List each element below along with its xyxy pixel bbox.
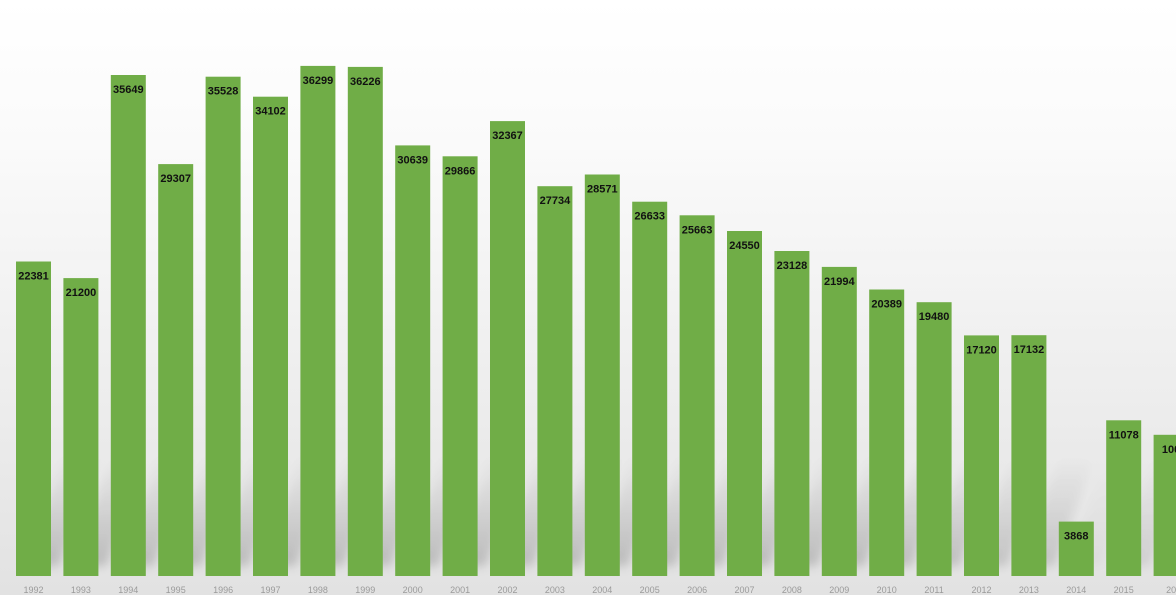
x-tick-label-2013: 2013: [1019, 585, 1039, 595]
bar-1999: [347, 66, 383, 577]
value-label-1992: 22381: [18, 271, 49, 283]
bar-1993: [63, 278, 99, 576]
bar-2008: [774, 251, 810, 576]
x-tick-label-2009: 2009: [829, 585, 849, 595]
value-label-2015: 11078: [1109, 429, 1139, 441]
value-label-2009: 21994: [824, 276, 855, 288]
value-label-2007: 24550: [729, 240, 760, 252]
bar-2003: [537, 186, 573, 576]
value-label-2014: 3868: [1064, 531, 1088, 543]
bar-1994: [110, 75, 146, 576]
bar-2005: [632, 201, 668, 576]
value-label-2004: 28571: [587, 184, 618, 196]
bar-1995: [158, 164, 194, 576]
x-tick-label-2005: 2005: [640, 585, 660, 595]
value-label-2002: 32367: [492, 130, 523, 142]
value-label-1997: 34102: [255, 106, 286, 118]
bar-2004: [584, 174, 620, 576]
bar-2009: [821, 266, 857, 576]
value-label-1994: 35649: [113, 84, 144, 96]
x-tick-label-2016: 20: [1166, 585, 1176, 595]
x-tick-label-2002: 2002: [497, 585, 517, 595]
value-label-1998: 36299: [303, 75, 334, 87]
bar-2001: [442, 156, 478, 577]
x-tick-label-1994: 1994: [118, 585, 138, 595]
x-tick-label-2004: 2004: [592, 585, 612, 595]
value-label-2001: 29866: [445, 165, 476, 177]
value-label-1993: 21200: [66, 287, 97, 299]
value-label-2012: 17120: [966, 344, 997, 356]
bar-1992: [16, 261, 51, 576]
value-label-2005: 26633: [634, 211, 665, 223]
x-tick-label-2001: 2001: [450, 585, 470, 595]
bar-2016: [1153, 434, 1176, 576]
value-label-2008: 23128: [777, 260, 808, 272]
value-label-1996: 35528: [208, 86, 239, 98]
value-label-2000: 30639: [397, 154, 428, 166]
bars: [16, 65, 1176, 577]
value-label-1995: 29307: [160, 173, 191, 185]
bar-1998: [300, 65, 336, 577]
x-tick-label-1999: 1999: [355, 585, 375, 595]
x-tick-label-2006: 2006: [687, 585, 707, 595]
x-tick-label-2000: 2000: [403, 585, 423, 595]
value-label-2003: 27734: [540, 195, 571, 207]
x-tick-label-2014: 2014: [1066, 585, 1086, 595]
x-tick-label-2015: 2015: [1114, 585, 1134, 595]
bar-2013: [1011, 335, 1047, 576]
bar-2010: [869, 289, 905, 576]
x-tick-label-2008: 2008: [782, 585, 802, 595]
x-tick-label-2011: 2011: [924, 585, 943, 595]
bar-2014: [1058, 521, 1094, 576]
value-label-2010: 20389: [871, 299, 902, 311]
bar-2011: [916, 302, 952, 576]
bar-2007: [727, 231, 762, 576]
x-tick-label-1996: 1996: [213, 585, 233, 595]
x-tick-label-2012: 2012: [971, 585, 991, 595]
value-label-1999: 36226: [350, 76, 381, 88]
value-label-2006: 25663: [682, 224, 713, 236]
bar-2002: [490, 121, 525, 576]
value-label-2013: 17132: [1014, 344, 1045, 356]
x-tick-label-2007: 2007: [734, 585, 754, 595]
bar-2015: [1106, 420, 1142, 576]
x-tick-label-1997: 1997: [260, 585, 280, 595]
bar-2012: [964, 335, 999, 576]
bar-1997: [253, 96, 288, 576]
bar-1996: [205, 76, 241, 576]
x-tick-label-2010: 2010: [877, 585, 897, 595]
x-tick-label-2003: 2003: [545, 585, 565, 595]
value-labels: 22381 21200 35649 29307 35528 34102 36299 36226…: [18, 75, 1176, 543]
value-label-2011: 19480: [919, 311, 950, 323]
value-label-2016: 100: [1162, 444, 1176, 456]
x-tick-label-1998: 1998: [308, 585, 328, 595]
bar-2000: [395, 145, 431, 576]
x-axis-tick-labels: 1992 1993 1994 1995 1996 1997 1998 1999 2000 2001…: [23, 585, 1176, 595]
x-tick-label-1995: 1995: [166, 585, 186, 595]
x-tick-label-1992: 1992: [23, 585, 43, 595]
bar-2006: [679, 215, 715, 577]
x-tick-label-1993: 1993: [71, 585, 91, 595]
